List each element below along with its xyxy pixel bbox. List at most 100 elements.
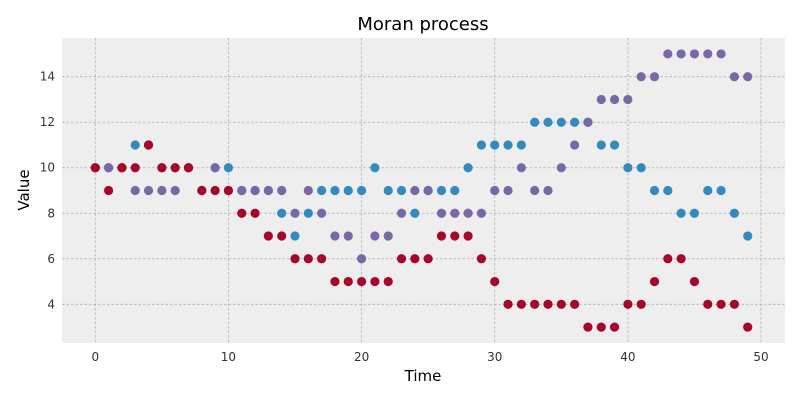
red-series-point [223,185,234,196]
blue-series-point [623,163,633,173]
blue-series-point [596,140,606,150]
y-tick-label: 12 [40,115,55,129]
x-tick-label: 50 [753,350,768,364]
red-series-point [463,231,473,241]
purple-series-point [636,72,646,82]
purple-series-point [490,185,500,196]
x-tick-label: 10 [221,350,236,364]
blue-series-point [410,208,420,218]
y-tick-label: 4 [47,297,55,311]
blue-series-point [356,185,367,196]
red-series-point [170,163,180,173]
blue-series-point [396,185,407,196]
red-series-point [290,254,300,264]
red-series-point [636,299,646,309]
blue-series-point [609,140,620,150]
data-points [90,49,753,332]
purple-series-point [383,231,393,241]
red-series-point [143,140,154,150]
purple-series-point [396,208,407,218]
blue-series-point [516,140,526,150]
blue-series-point [450,185,460,196]
blue-series-point [277,208,287,218]
y-tick-label: 8 [47,206,55,220]
red-series-point [117,163,127,173]
blue-series-point [303,208,313,218]
purple-series-point [143,185,154,196]
red-series-point [396,254,407,264]
red-series-point [663,254,673,264]
purple-series-point [436,208,447,218]
red-series-point [649,276,660,287]
y-tick-label: 10 [40,161,55,175]
red-series-point [250,208,260,218]
purple-series-point [676,49,686,59]
y-tick-label: 6 [47,252,55,266]
blue-series-point [676,208,686,218]
red-series-point [90,163,100,173]
blue-series-point [543,117,553,127]
red-series-point [476,254,487,264]
purple-series-point [104,163,114,173]
y-tick-label: 14 [40,70,55,84]
red-series-point [503,299,513,309]
red-series-point [676,254,686,264]
blue-series-point [636,163,646,173]
blue-series-point [490,140,500,150]
x-tick-label: 30 [487,350,502,364]
red-series-point [556,299,566,309]
blue-series-point [476,140,487,150]
purple-series-point [583,117,593,127]
red-series-point [703,299,713,309]
purple-series-point [543,185,553,196]
red-series-point [729,299,740,309]
purple-series-point [210,163,220,173]
blue-series-point [570,117,580,127]
purple-series-point [530,185,540,196]
blue-series-point [463,163,473,173]
red-series-point [383,276,393,287]
blue-series-point [330,185,340,196]
purple-series-point [609,94,620,105]
purple-series-point [370,231,380,241]
red-series-point [623,299,633,309]
red-series-point [716,299,726,309]
red-series-point [609,322,620,332]
blue-series-point [223,163,234,173]
blue-series-point [317,185,327,196]
blue-series-point [370,163,380,173]
purple-series-point [703,49,713,59]
purple-series-point [303,185,313,196]
blue-series-point [436,185,447,196]
purple-series-point [649,72,660,82]
y-axis-label: Value [15,169,33,210]
plot-area [62,38,785,343]
red-series-point [356,276,367,287]
red-series-point [317,254,327,264]
purple-series-point [729,72,740,82]
red-series-point [370,276,380,287]
blue-series-point [343,185,353,196]
purple-series-point [410,185,420,196]
purple-series-point [423,185,433,196]
red-series-point [689,276,700,287]
blue-series-point [530,117,540,127]
x-tick-label: 0 [91,350,99,364]
red-series-point [596,322,606,332]
purple-series-point [556,163,566,173]
red-series-point [543,299,553,309]
purple-series-point [743,72,753,82]
purple-series-point [130,185,140,196]
red-series-point [423,254,433,264]
blue-series-point [703,185,713,196]
red-series-point [516,299,526,309]
purple-series-point [290,208,300,218]
purple-series-point [356,254,367,264]
purple-series-point [689,49,700,59]
blue-series-point [383,185,393,196]
purple-series-point [237,185,247,196]
red-series-point [530,299,540,309]
red-series-point [743,322,753,332]
red-series-point [436,231,447,241]
purple-series-point [663,49,673,59]
